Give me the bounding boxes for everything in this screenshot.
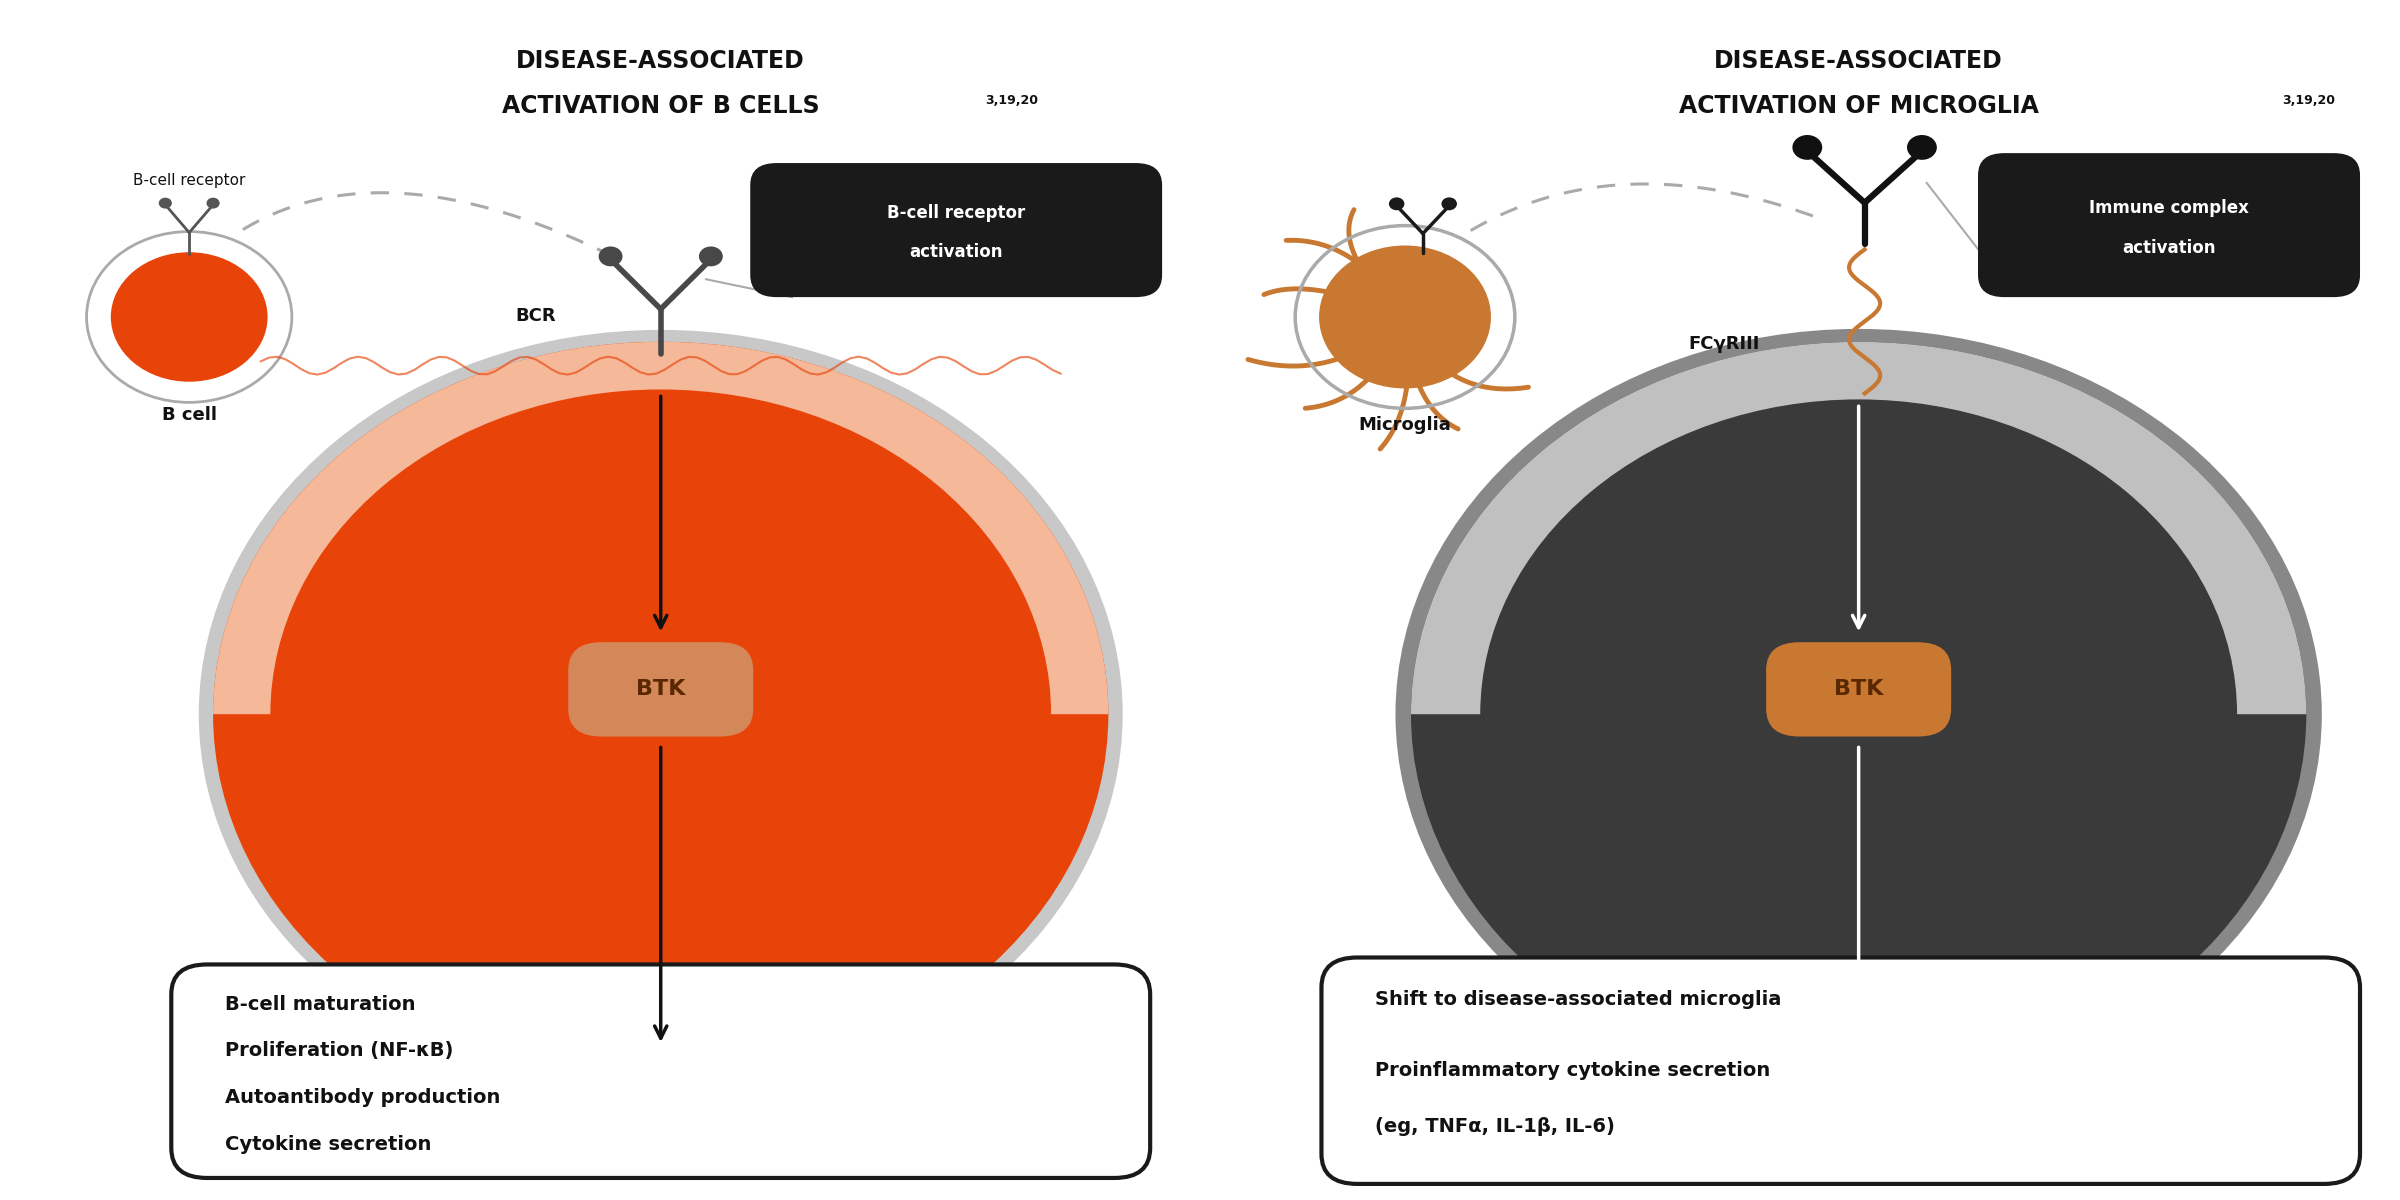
FancyBboxPatch shape (1322, 958, 2359, 1184)
Text: BCR: BCR (516, 307, 557, 325)
Text: BTK: BTK (1834, 679, 1884, 700)
Circle shape (598, 246, 622, 266)
Text: DISEASE-ASSOCIATED: DISEASE-ASSOCIATED (516, 49, 804, 73)
Circle shape (1908, 136, 1937, 160)
Circle shape (206, 198, 221, 209)
Text: activation: activation (2122, 239, 2215, 257)
Text: ACTIVATION OF B CELLS: ACTIVATION OF B CELLS (502, 94, 818, 118)
FancyBboxPatch shape (1766, 642, 1951, 737)
Wedge shape (214, 342, 1109, 714)
FancyBboxPatch shape (1978, 154, 2359, 298)
Text: Immune complex: Immune complex (2088, 199, 2249, 217)
Circle shape (199, 330, 1123, 1098)
Text: activation: activation (910, 242, 1003, 260)
Text: FCγRIII: FCγRIII (1687, 335, 1759, 353)
Circle shape (108, 250, 271, 384)
FancyBboxPatch shape (751, 163, 1162, 298)
Text: Proliferation (NF-κB): Proliferation (NF-κB) (226, 1042, 454, 1061)
Text: 3,19,20: 3,19,20 (986, 94, 1039, 107)
FancyBboxPatch shape (170, 965, 1150, 1178)
Text: Proinflammatory cytokine secretion: Proinflammatory cytokine secretion (1375, 1061, 1771, 1080)
Text: Autoantibody production: Autoantibody production (226, 1088, 499, 1108)
Circle shape (1793, 136, 1822, 160)
Circle shape (1411, 342, 2306, 1086)
Circle shape (1442, 197, 1457, 210)
Text: B cell: B cell (161, 407, 216, 425)
Circle shape (1320, 246, 1490, 389)
Wedge shape (1411, 342, 2306, 714)
Text: Microglia: Microglia (1358, 416, 1452, 434)
Text: 3,19,20: 3,19,20 (2282, 94, 2335, 107)
Text: ACTIVATION OF MICROGLIA: ACTIVATION OF MICROGLIA (1678, 94, 2038, 118)
Text: Shift to disease-associated microglia: Shift to disease-associated microglia (1375, 990, 1781, 1009)
Text: B-cell receptor: B-cell receptor (888, 204, 1025, 222)
Circle shape (698, 246, 722, 266)
Circle shape (158, 198, 173, 209)
Text: (eg, TNFα, IL-1β, IL-6): (eg, TNFα, IL-1β, IL-6) (1375, 1117, 1615, 1136)
Circle shape (214, 342, 1109, 1086)
Text: DISEASE-ASSOCIATED: DISEASE-ASSOCIATED (1714, 49, 2004, 73)
Text: B-cell receptor: B-cell receptor (132, 173, 245, 188)
Text: Cytokine secretion: Cytokine secretion (226, 1135, 432, 1153)
Circle shape (1394, 329, 2321, 1099)
Text: B-cell maturation: B-cell maturation (226, 995, 415, 1014)
Text: BTK: BTK (636, 679, 686, 700)
Circle shape (1390, 197, 1404, 210)
FancyBboxPatch shape (569, 642, 754, 737)
